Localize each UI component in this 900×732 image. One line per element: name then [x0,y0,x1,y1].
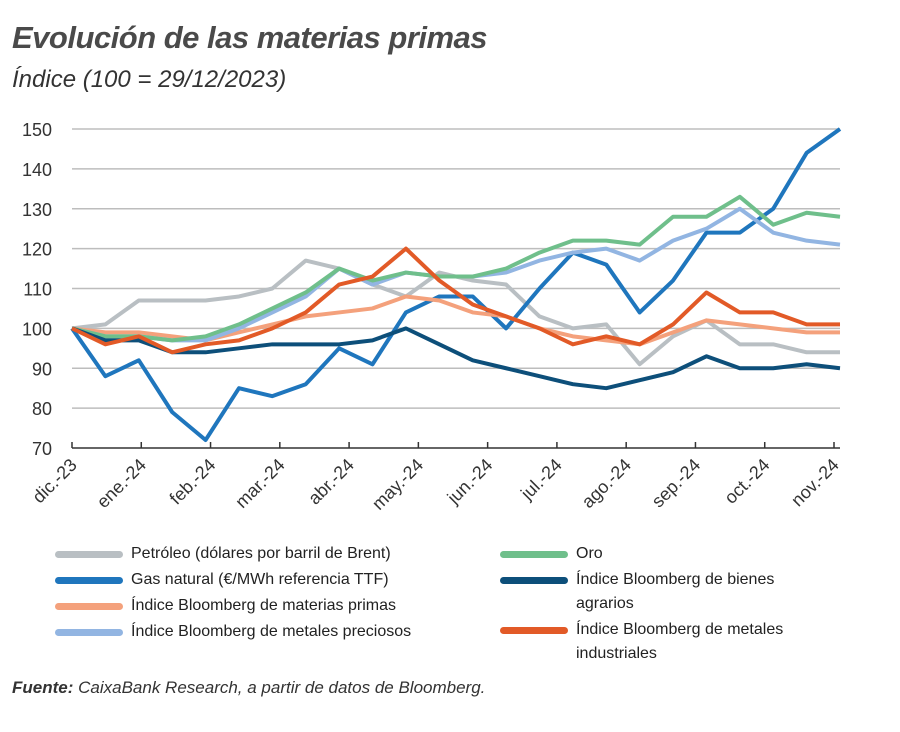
legend-label: Índice Bloomberg de metales industriales [576,621,784,662]
x-tick-label: oct.-24 [721,455,774,508]
x-tick-label: dic.-23 [28,455,80,507]
series-line-6 [71,246,840,355]
legend-label: Petróleo (dólares por barril de Brent) [131,545,391,562]
y-tick-label: 80 [32,399,52,419]
x-tick-label: jul.-24 [516,455,566,505]
legend-item: Petróleo (dólares por barril de Brent) [55,542,475,566]
legend-item: Oro [500,542,800,566]
legend-item: Gas natural (€/MWh referencia TTF) [55,568,475,592]
legend-item: Índice Bloomberg de bienes agrarios [500,568,800,616]
x-tick-label: jun.-24 [443,455,497,509]
y-tick-label: 120 [22,240,52,260]
x-tick-label: nov.-24 [787,455,843,511]
x-tick-label: mar.-24 [231,455,288,512]
source-note: Fuente: CaixaBank Research, a partir de … [12,678,485,698]
y-tick-label: 150 [22,120,52,140]
legend-item: Índice Bloomberg de materias primas [55,594,475,618]
y-tick-label: 90 [32,359,52,379]
source-text: CaixaBank Research, a partir de datos de… [73,678,486,697]
y-tick-label: 130 [22,200,52,220]
legend-item: Índice Bloomberg de metales preciosos [55,620,475,644]
legend-swatch [55,577,123,584]
x-tick-label: ene.-24 [93,455,150,512]
legend-swatch [55,551,123,558]
y-tick-label: 140 [22,160,52,180]
x-tick-label: sep.-24 [648,455,705,512]
legend-swatch [500,627,568,634]
legend-label: Índice Bloomberg de materias primas [131,597,397,614]
x-tick-label: ago.-24 [578,455,635,512]
legend-swatch [55,629,123,636]
series-line-5 [71,326,841,391]
series-line-1 [70,127,842,443]
series-line-4 [71,194,841,343]
y-tick-label: 70 [32,439,52,459]
x-tick-label: may.-24 [368,455,427,514]
legend-label: Índice Bloomberg de bienes agrarios [576,571,775,612]
legend-label: Oro [576,545,603,562]
x-tick-label: abr.-24 [304,455,358,509]
chart-subtitle: Índice (100 = 29/12/2023) [12,66,287,93]
legend-swatch [500,577,568,584]
y-tick-label: 100 [22,319,52,339]
y-tick-label: 110 [23,280,52,300]
source-label: Fuente: [12,678,74,697]
x-tick-label: feb.-24 [166,455,220,509]
chart-title: Evolución de las materias primas [12,20,488,55]
legend-label: Gas natural (€/MWh referencia TTF) [131,571,389,588]
legend-swatch [55,603,123,610]
legend-swatch [500,551,568,558]
legend-item: Índice Bloomberg de metales industriales [500,618,800,666]
legend-label: Índice Bloomberg de metales preciosos [131,623,412,640]
